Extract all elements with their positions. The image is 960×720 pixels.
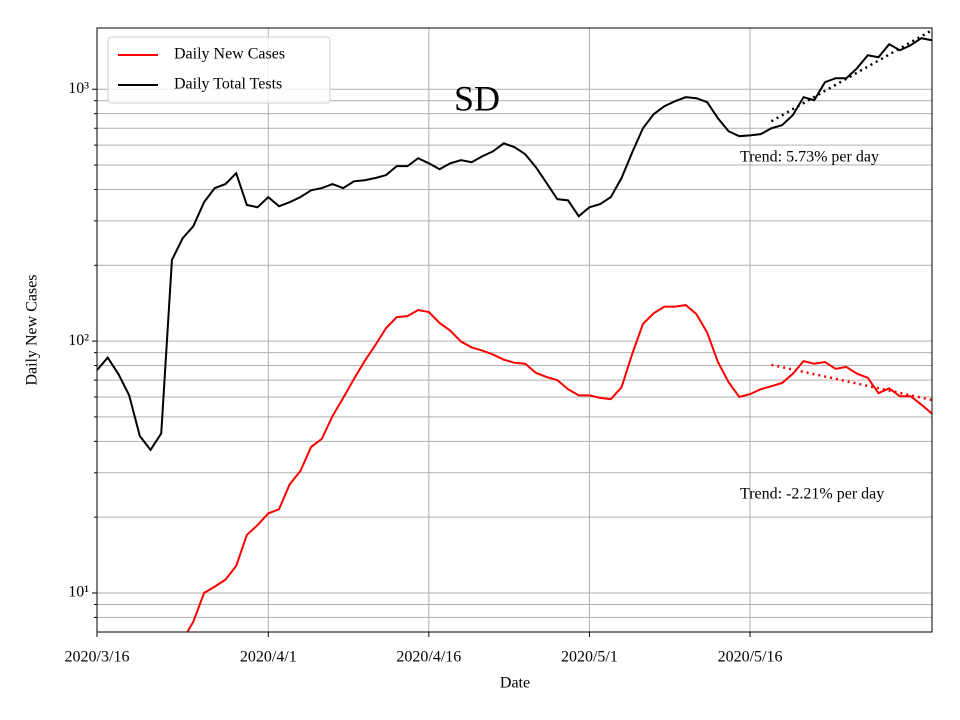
y-tick-label: 10² [68, 332, 89, 349]
x-tick-label: 2020/5/1 [561, 649, 618, 666]
ticks: 2020/3/16 2020/4/1 2020/4/16 2020/5/1 2020/5… [65, 80, 783, 666]
series-line [186, 304, 932, 632]
y-axis-label: Daily New Cases [24, 274, 41, 385]
grid [96, 28, 932, 632]
legend-label: Daily New Cases [174, 46, 285, 63]
plot-area [97, 29, 932, 632]
trend-line [770, 29, 932, 123]
annotation: Trend: -2.21% per day [740, 486, 884, 503]
y-tick-label: 10¹ [68, 584, 89, 601]
x-tick-label: 2020/4/1 [240, 649, 297, 666]
x-axis-label: Date [500, 675, 530, 692]
legend-box [107, 36, 331, 104]
series-line [97, 37, 932, 452]
chart-title: SD [454, 78, 500, 118]
legend: Daily New Cases Daily Total Tests [107, 36, 331, 104]
x-tick-label: 2020/5/16 [718, 649, 783, 666]
annotation: Trend: 5.73% per day [740, 149, 879, 166]
axes-frame [96, 27, 933, 633]
legend-label: Daily Total Tests [174, 76, 282, 93]
y-tick-label: 10³ [68, 80, 89, 97]
x-tick-label: 2020/4/16 [396, 649, 461, 666]
x-tick-label: 2020/3/16 [65, 649, 130, 666]
